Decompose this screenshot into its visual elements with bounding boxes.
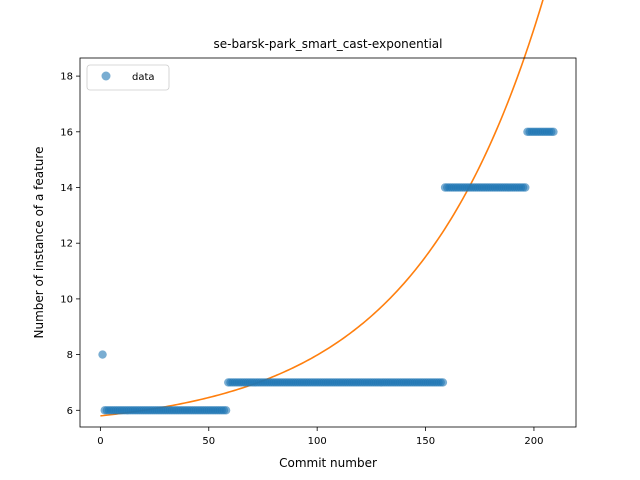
y-tick-label: 14 [60,183,73,194]
legend-marker-data [101,71,111,81]
x-tick-label: 200 [524,436,543,447]
y-axis-label: Number of instance of a feature [32,147,46,339]
legend: data [86,64,170,91]
fit-layer [100,0,544,417]
data-point [521,183,530,192]
y-tick-label: 12 [60,239,73,250]
plot-area [98,0,558,417]
data-point [98,350,107,359]
x-tick-label: 150 [416,436,435,447]
x-axis-label: Commit number [279,456,377,470]
data-points [98,127,558,415]
x-axis-ticks: 0 50 100 150 200 [97,427,543,447]
y-tick-label: 16 [60,127,73,138]
x-tick-label: 100 [308,436,327,447]
legend-box [86,64,170,91]
y-axis-ticks: 6 8 10 12 14 16 18 [60,72,80,417]
data-point [549,127,558,136]
y-tick-label: 8 [67,350,73,361]
x-tick-label: 0 [97,436,103,447]
data-point [438,378,448,387]
fit-line [100,0,544,417]
y-tick-label: 10 [60,294,73,305]
legend-label-data: data [132,72,155,83]
y-tick-label: 6 [67,406,73,417]
y-tick-label: 18 [60,72,73,83]
chart-title: se-barsk-park_smart_cast-exponential [214,37,443,51]
axes-frame [79,57,577,428]
x-tick-label: 50 [202,436,215,447]
data-point [221,406,231,415]
